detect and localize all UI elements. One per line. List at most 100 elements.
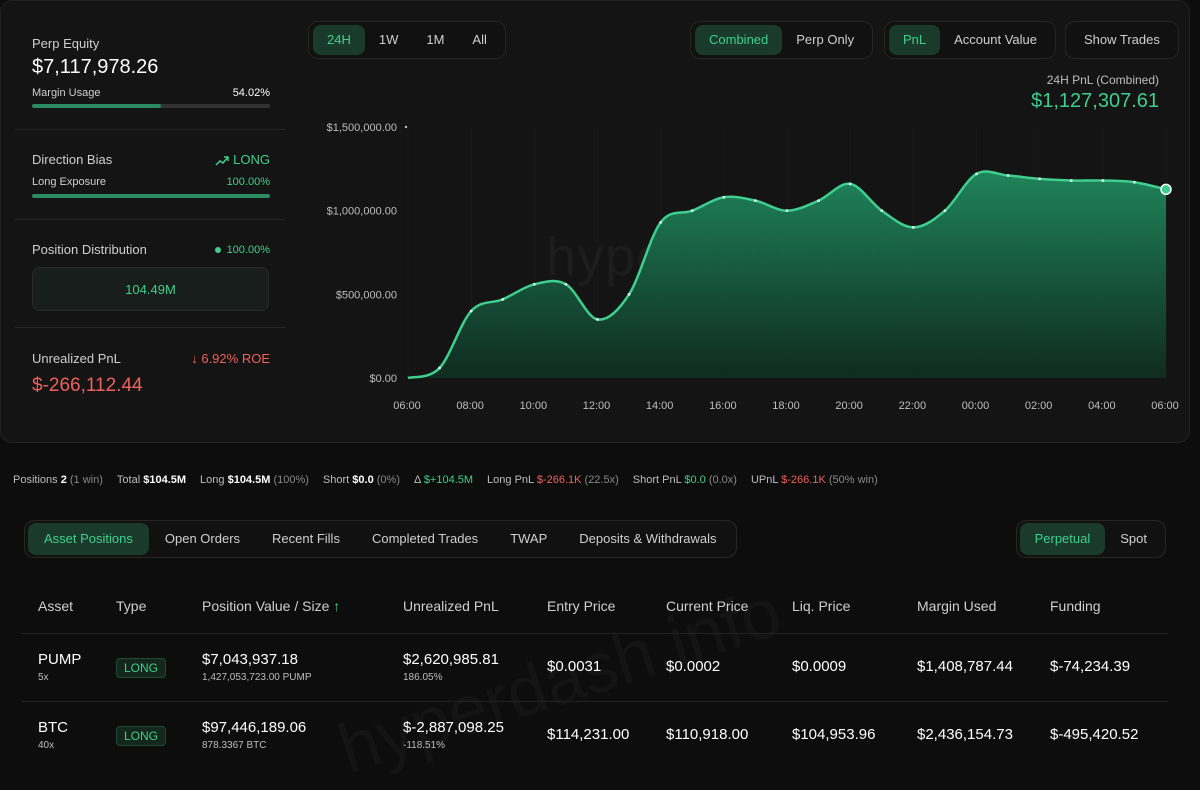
summary-short-pnl-label: Short PnL (632, 474, 682, 486)
data-point (690, 209, 694, 213)
direction-bias-value: LONG (233, 152, 270, 167)
show-trades-button[interactable]: Show Trades (1084, 32, 1160, 47)
row-upnl-pct: 186.05% (403, 672, 443, 683)
x-tick-label: 06:00 (393, 400, 421, 412)
table-row[interactable]: PUMP 5x LONG $7,043,937.18 1,427,053,723… (21, 633, 1168, 701)
data-point (438, 366, 441, 370)
mode-combined[interactable]: Combined (695, 25, 783, 55)
x-tick-label: 08:00 (456, 400, 484, 412)
perp-equity-value: $7,117,978.26 (32, 56, 159, 78)
tab-asset-positions[interactable]: Asset Positions (28, 523, 149, 555)
row-asset[interactable]: BTC (38, 719, 68, 736)
x-tick-label: 00:00 (962, 400, 990, 412)
header-unrealized-pnl[interactable]: Unrealized PnL (403, 598, 499, 614)
row-funding: $-495,420.52 (1050, 726, 1139, 743)
margin-usage-value: 54.02% (232, 87, 270, 99)
row-position-value: $97,446,189.06 (202, 719, 307, 736)
tab-twap[interactable]: TWAP (510, 531, 548, 546)
y-tick-label: $500,000.00 (336, 289, 397, 301)
summary-positions-win: (1 win) (69, 474, 103, 486)
unrealized-pnl-value: $-266,112.44 (32, 375, 143, 396)
timeframe-selector: 24H 1W 1M All (308, 21, 506, 59)
summary-total-value: $104.5M (143, 474, 187, 486)
summary-long-pnl-value: $-266.1K (536, 474, 582, 486)
data-point (943, 209, 947, 213)
timeframe-1w[interactable]: 1W (378, 32, 399, 47)
timeframe-1m[interactable]: 1M (426, 32, 445, 47)
metric-account-value[interactable]: Account Value (954, 32, 1038, 47)
row-position-value: $7,043,937.18 (202, 651, 298, 668)
summary-long-value: $104.5M (227, 474, 271, 486)
row-margin-used: $2,436,154.73 (917, 726, 1013, 743)
market-perpetual[interactable]: Perpetual (1019, 523, 1106, 555)
position-distribution-block: Position Distribution 100.00% 104.49M (32, 242, 270, 311)
summary-delta-value: $+104.5M (423, 474, 474, 486)
row-entry-price: $0.0031 (547, 658, 602, 675)
tab-recent-fills[interactable]: Recent Fills (272, 531, 340, 546)
summary-total-label: Total (116, 474, 141, 486)
long-exposure-bar (32, 194, 270, 198)
header-position-value[interactable]: Position Value / Size ↑ (202, 598, 340, 614)
header-type[interactable]: Type (116, 598, 147, 614)
data-point (848, 182, 852, 186)
x-tick-label: 06:00 (1151, 400, 1179, 412)
data-point (1038, 177, 1042, 181)
arrow-down-icon: ↓ (191, 351, 202, 366)
data-point (911, 226, 915, 229)
header-entry-price[interactable]: Entry Price (547, 598, 616, 614)
mode-perp-only[interactable]: Perp Only (796, 32, 855, 47)
metric-selector: PnL Account Value (884, 21, 1057, 59)
tab-open-orders[interactable]: Open Orders (164, 531, 241, 546)
market-spot[interactable]: Spot (1120, 531, 1147, 546)
summary-positions-count: 2 (60, 474, 67, 486)
y-tick-label: $1,000,000.00 (327, 206, 397, 218)
x-tick-label: 12:00 (583, 400, 611, 412)
pnl-area-fill (408, 171, 1166, 378)
timeframe-24h[interactable]: 24H (313, 25, 365, 55)
data-point (501, 297, 505, 301)
row-asset[interactable]: PUMP (38, 651, 82, 668)
summary-upnl-value: $-266.1K (781, 474, 826, 486)
tab-completed-trades[interactable]: Completed Trades (371, 531, 479, 546)
position-distribution-amount: 104.49M (125, 281, 176, 297)
row-leverage: 5x (38, 672, 49, 683)
position-distribution-bar[interactable]: 104.49M (32, 267, 269, 311)
data-point (880, 209, 884, 213)
metric-pnl[interactable]: PnL (889, 25, 941, 55)
data-point (659, 220, 663, 224)
header-margin-used[interactable]: Margin Used (917, 598, 997, 614)
summary-long-pnl-label: Long PnL (487, 474, 534, 486)
y-tick-label: $0.00 (369, 373, 397, 385)
data-point (469, 309, 473, 313)
direction-bias-block: Direction Bias LONG Long Exposure 100.00… (32, 152, 270, 198)
tab-deposits-withdrawals[interactable]: Deposits & Withdrawals (579, 531, 717, 546)
header-current-price[interactable]: Current Price (666, 598, 749, 614)
pnl-header-value: $1,127,307.61 (1031, 90, 1159, 112)
header-asset[interactable]: Asset (38, 598, 74, 614)
x-tick-label: 14:00 (646, 400, 674, 412)
summary-delta-label: Δ (414, 474, 421, 486)
pnl-chart[interactable]: $0.00 $500,000.00 $1,000,000.00 $1,500,000.… (1, 1, 1191, 444)
y-tick-label: $1,500,000.00 (327, 122, 397, 134)
row-liq-price: $0.0009 (792, 658, 847, 675)
data-point (1006, 174, 1010, 177)
direction-bias-label: Direction Bias (32, 152, 113, 167)
header-funding[interactable]: Funding (1050, 598, 1101, 614)
data-point (532, 282, 536, 286)
table-row[interactable]: BTC 40x LONG $97,446,189.06 878.3367 BTC… (21, 701, 1168, 769)
row-current-price: $0.0002 (666, 658, 721, 675)
header-position-value-label: Position Value / Size (202, 598, 330, 614)
summary-positions-label: Positions (13, 474, 58, 486)
x-tick-label: 04:00 (1088, 400, 1116, 412)
data-point (785, 209, 789, 213)
x-tick-label: 20:00 (835, 400, 863, 412)
header-liq-price[interactable]: Liq. Price (792, 598, 851, 614)
data-point (627, 292, 631, 296)
x-tick-label: 02:00 (1025, 400, 1053, 412)
last-point-marker[interactable] (1160, 183, 1172, 196)
data-point (817, 199, 820, 203)
timeframe-all[interactable]: All (472, 32, 487, 47)
summary-short-pnl-lev: (0.0x) (708, 474, 737, 486)
row-current-price: $110,918.00 (666, 726, 749, 743)
x-tick-label: 16:00 (709, 400, 737, 412)
